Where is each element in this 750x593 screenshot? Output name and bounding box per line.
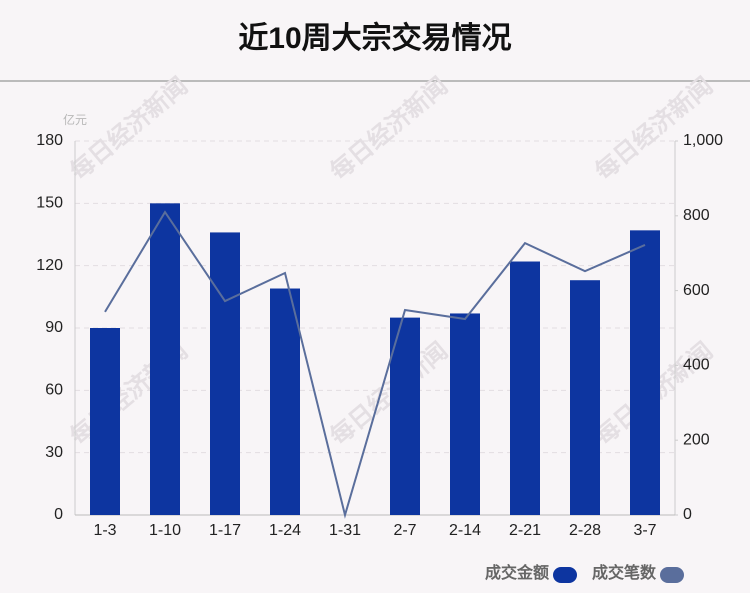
- bar: [270, 288, 300, 515]
- x-tick-label: 1-17: [209, 522, 241, 539]
- legend-label: 成交金额: [485, 563, 549, 582]
- chart-title: 近10周大宗交易情况: [238, 21, 511, 55]
- bar: [630, 230, 660, 515]
- bar: [150, 203, 180, 516]
- x-tick-label: 2-21: [509, 522, 541, 539]
- bar: [570, 280, 600, 515]
- y-tick-label: 90: [45, 319, 63, 336]
- y-tick-label: 30: [45, 444, 63, 461]
- legend-swatch: [553, 567, 577, 583]
- line: [104, 210, 646, 519]
- y-tick-label: 180: [36, 132, 63, 149]
- y-tick-label: 0: [54, 506, 63, 523]
- x-tick-label: 1-10: [149, 522, 181, 539]
- x-tick-label: 1-31: [329, 522, 361, 539]
- y2-tick-label: 0: [683, 506, 692, 523]
- y2-tick-label: 800: [683, 207, 710, 224]
- y-tick-label: 150: [36, 195, 63, 212]
- x-tick-label: 1-24: [269, 522, 301, 539]
- bar: [390, 317, 420, 515]
- bar: [210, 232, 240, 515]
- y2-tick-label: 400: [683, 357, 710, 374]
- x-tick-label: 2-14: [449, 522, 481, 539]
- y-unit: 亿元: [63, 112, 87, 127]
- legend-label: 成交笔数: [592, 563, 657, 582]
- y2-tick-label: 600: [683, 282, 710, 299]
- legend-swatch: [660, 567, 684, 583]
- bar: [450, 313, 480, 515]
- x-tick-label: 2-7: [393, 522, 416, 539]
- y2-tick-label: 1,000: [683, 132, 723, 149]
- x-tick-label: 1-3: [93, 522, 116, 539]
- y-tick-label: 60: [45, 382, 63, 399]
- y-tick-label: 120: [36, 257, 63, 274]
- bar: [90, 328, 120, 515]
- x-tick-label: 2-28: [569, 522, 601, 539]
- x-tick-label: 3-7: [633, 522, 656, 539]
- y2-tick-label: 200: [683, 431, 710, 448]
- bar: [510, 261, 540, 515]
